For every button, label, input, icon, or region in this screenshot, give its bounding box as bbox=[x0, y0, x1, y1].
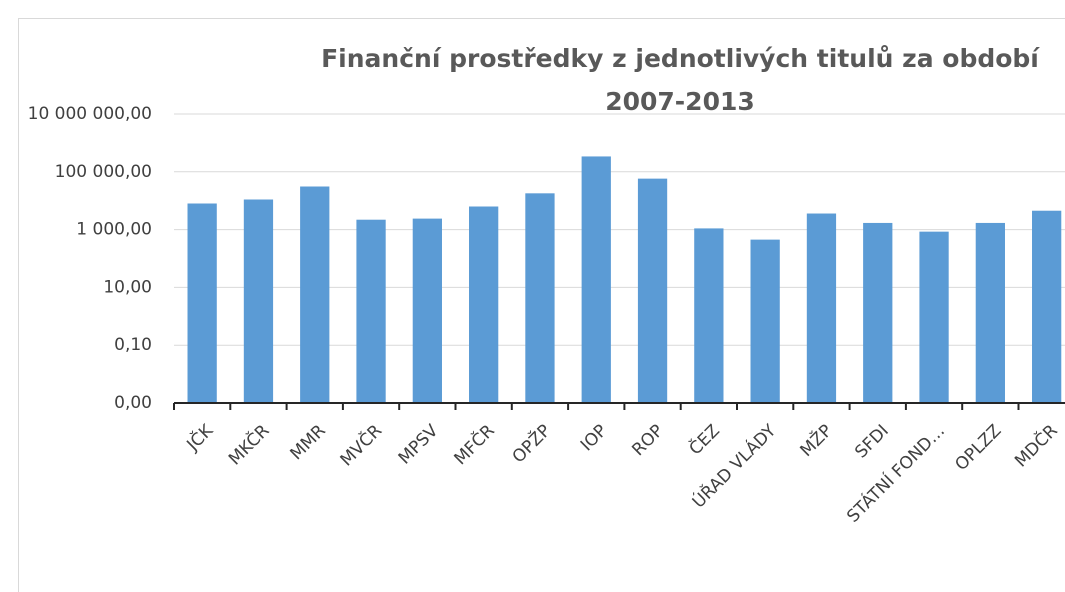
bar bbox=[412, 218, 442, 403]
bar bbox=[525, 193, 555, 403]
bar bbox=[581, 156, 611, 403]
bar bbox=[694, 228, 724, 403]
bar bbox=[750, 239, 780, 403]
y-tick-label: 0,10 bbox=[114, 335, 152, 355]
y-tick-label: 10,00 bbox=[103, 277, 152, 297]
y-tick-label: 10 000 000,00 bbox=[28, 104, 152, 124]
bar bbox=[975, 222, 1005, 403]
chart-title: 2007-2013 bbox=[605, 87, 755, 116]
chart-title: Finanční prostředky z jednotlivých titul… bbox=[321, 44, 1040, 73]
y-tick-label: 1 000,00 bbox=[76, 220, 152, 240]
bar bbox=[863, 222, 893, 403]
bar bbox=[1032, 210, 1062, 403]
bar bbox=[806, 213, 837, 403]
bar bbox=[637, 178, 668, 403]
bar bbox=[469, 206, 499, 403]
bar bbox=[187, 203, 217, 403]
bar bbox=[300, 186, 330, 403]
bar bbox=[356, 219, 386, 403]
bar bbox=[243, 199, 274, 403]
bar bbox=[919, 231, 949, 403]
y-tick-label: 100 000,00 bbox=[55, 162, 152, 182]
y-tick-label: 0,00 bbox=[114, 393, 152, 413]
